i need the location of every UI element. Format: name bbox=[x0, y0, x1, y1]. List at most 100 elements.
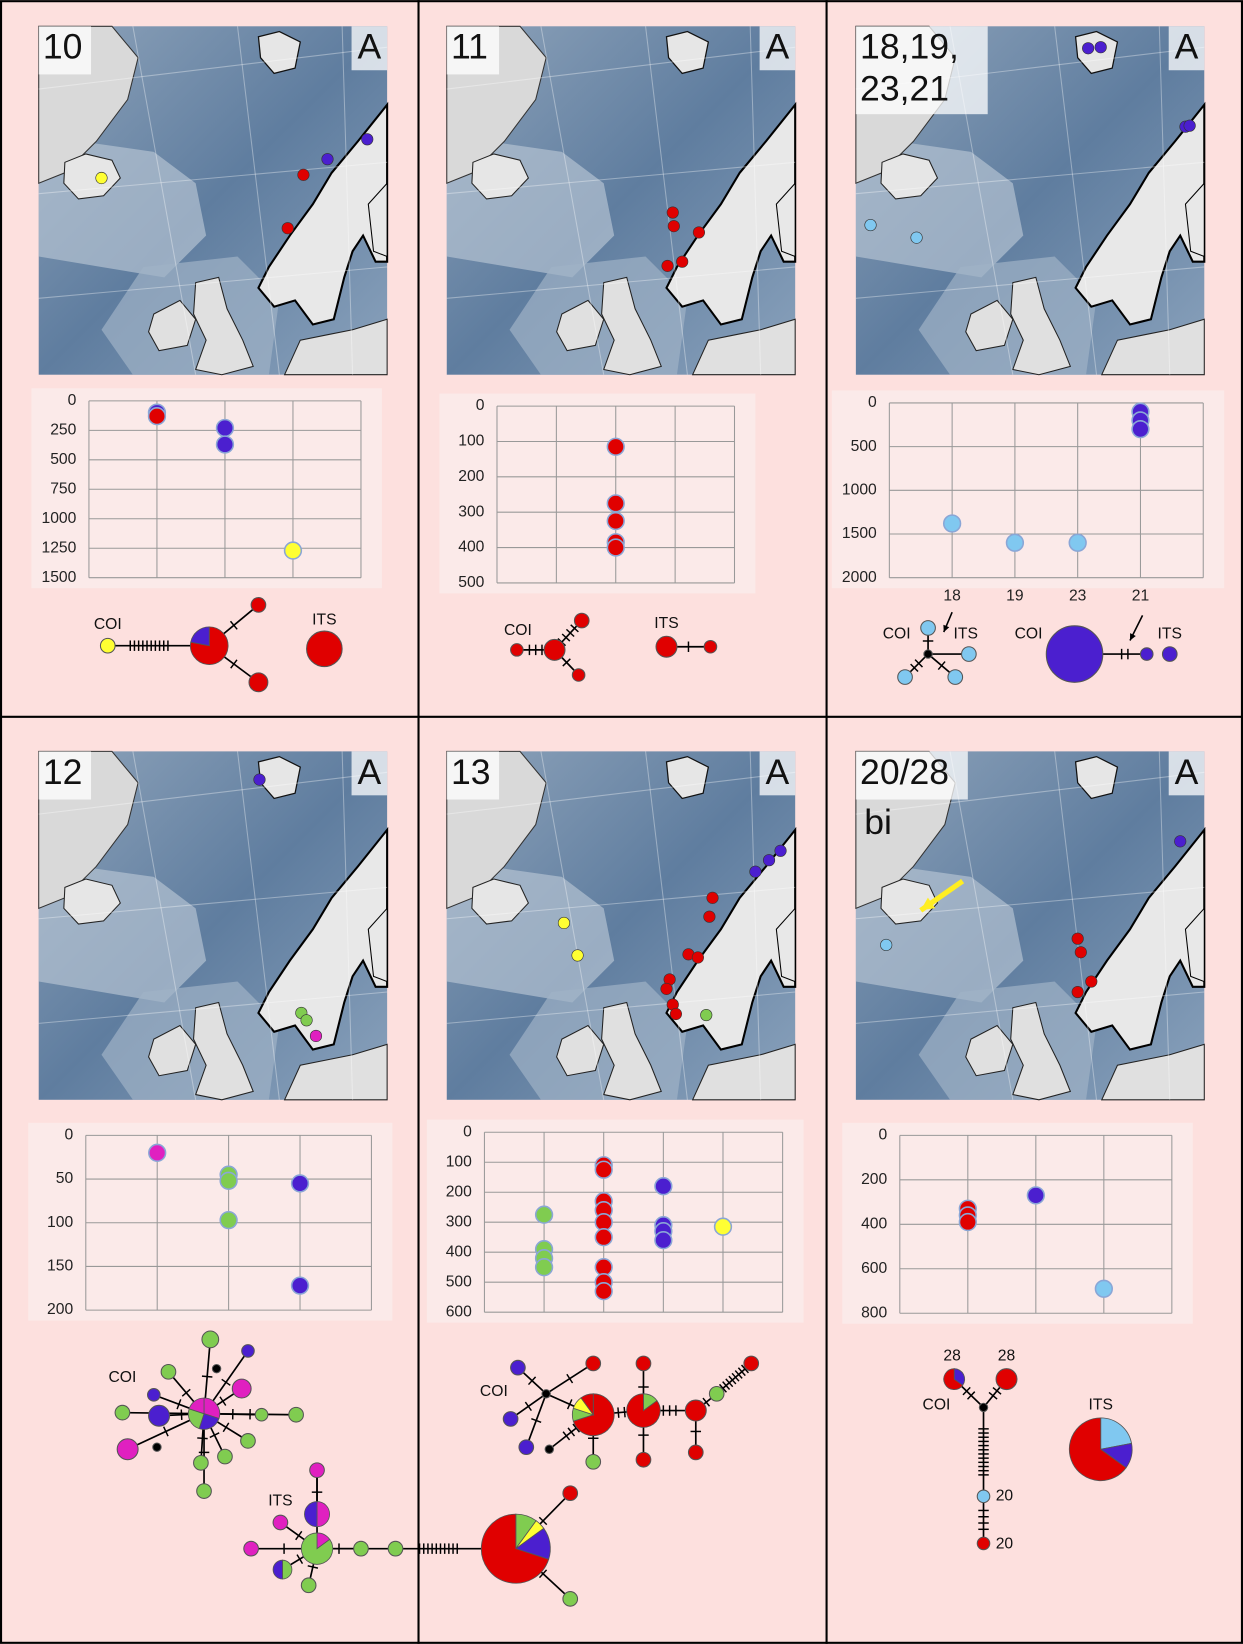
map-graticule bbox=[1054, 751, 1098, 1100]
map-graticule bbox=[855, 771, 1205, 815]
network-node bbox=[897, 669, 913, 685]
network-pie-slice bbox=[580, 1393, 594, 1417]
network-node bbox=[703, 639, 718, 654]
map-britain bbox=[193, 1001, 254, 1101]
map-graticule bbox=[749, 26, 762, 375]
network-node bbox=[152, 1442, 162, 1452]
map-sample bbox=[1082, 42, 1095, 55]
y-tick-label: 800 bbox=[861, 1304, 887, 1321]
network-hatch bbox=[181, 1388, 191, 1397]
map-sample bbox=[1183, 119, 1196, 132]
y-tick-label: 2000 bbox=[842, 569, 877, 586]
map bbox=[446, 750, 797, 1101]
network-hatch bbox=[725, 1378, 734, 1388]
network-node bbox=[541, 1389, 551, 1399]
network-node bbox=[1045, 625, 1104, 683]
y-tick-label: 400 bbox=[861, 1215, 887, 1232]
map-sample bbox=[700, 1008, 713, 1022]
network-pie-slice bbox=[1100, 1417, 1133, 1450]
network-hatch bbox=[722, 1381, 731, 1390]
map-europe bbox=[1100, 318, 1205, 376]
map-svalbard bbox=[665, 30, 710, 75]
network-node bbox=[309, 1462, 325, 1479]
network-node bbox=[272, 1514, 289, 1531]
network-label: COI bbox=[94, 616, 122, 633]
y-tick-label: 600 bbox=[446, 1303, 472, 1320]
map-graticule bbox=[132, 751, 197, 1100]
network-node bbox=[743, 1355, 760, 1372]
map-sample bbox=[666, 206, 679, 219]
y-tick-label: 250 bbox=[50, 421, 76, 438]
y-tick-label: 500 bbox=[851, 438, 877, 455]
network-node bbox=[99, 637, 116, 654]
network-label: ITS bbox=[312, 612, 336, 629]
network-node bbox=[231, 1378, 252, 1399]
arrow-head bbox=[943, 624, 950, 633]
map-sample bbox=[910, 231, 923, 244]
corner-label: A bbox=[357, 752, 381, 792]
map-graticule bbox=[446, 991, 796, 1024]
network-node bbox=[248, 672, 269, 693]
map-graticule bbox=[540, 751, 605, 1100]
map-ireland bbox=[965, 1024, 1014, 1077]
network-node bbox=[544, 1444, 555, 1454]
network-hatch bbox=[566, 1373, 574, 1384]
network-node bbox=[920, 620, 936, 636]
map-finland bbox=[775, 181, 796, 258]
network-label: ITS bbox=[654, 615, 678, 632]
panel-label: 11 bbox=[451, 27, 488, 67]
panel-label-box bbox=[38, 751, 92, 800]
map-graticule bbox=[341, 26, 354, 375]
map-sample bbox=[703, 910, 716, 923]
map-iceland bbox=[471, 878, 530, 925]
y-tick-label: 0 bbox=[868, 394, 877, 411]
map-scandinavia bbox=[257, 101, 389, 326]
panel-label-box bbox=[446, 751, 500, 800]
depth-point bbox=[606, 494, 625, 513]
y-tick-label: 1500 bbox=[41, 569, 76, 586]
map-sample bbox=[669, 1007, 682, 1021]
plot-background bbox=[842, 1122, 1193, 1324]
map-sample bbox=[774, 844, 787, 857]
network-node bbox=[300, 1577, 317, 1594]
network-pie-slice bbox=[272, 1559, 283, 1580]
x-tick-label: 23 bbox=[1069, 588, 1087, 605]
y-tick-label: 1500 bbox=[842, 525, 877, 542]
depth-point bbox=[942, 514, 962, 533]
network-pie-slice bbox=[480, 1513, 550, 1584]
map-sample bbox=[692, 226, 705, 239]
plot-background bbox=[28, 1122, 393, 1321]
depth-point bbox=[534, 1205, 554, 1224]
corner-box bbox=[759, 26, 796, 71]
network-node bbox=[708, 1385, 725, 1402]
network-node bbox=[562, 1485, 579, 1502]
map-sample bbox=[309, 1029, 323, 1043]
map-finland bbox=[1184, 181, 1205, 258]
map-sample bbox=[1071, 932, 1084, 945]
y-tick-label: 0 bbox=[68, 392, 77, 409]
network-hatch bbox=[201, 1375, 213, 1378]
y-tick-label: 1250 bbox=[41, 539, 76, 556]
y-tick-label: 400 bbox=[458, 539, 484, 556]
network-hatch bbox=[737, 1367, 746, 1377]
map-finland bbox=[1184, 906, 1205, 983]
network-hatch bbox=[910, 663, 919, 673]
map-graticule bbox=[236, 26, 280, 375]
map-scandinavia bbox=[257, 826, 389, 1051]
map-graticule bbox=[38, 886, 388, 920]
map-sample bbox=[1074, 946, 1087, 959]
y-tick-label: 200 bbox=[47, 1301, 73, 1318]
extra-label: bi bbox=[864, 802, 892, 842]
map-sample bbox=[660, 982, 673, 995]
map-sample bbox=[297, 168, 310, 181]
map-sample bbox=[749, 865, 762, 878]
network-node bbox=[160, 1363, 177, 1380]
corner-label: A bbox=[1175, 752, 1199, 792]
network-pie-slice bbox=[190, 626, 210, 647]
network-hatch bbox=[937, 661, 946, 671]
y-tick-label: 0 bbox=[476, 397, 485, 414]
plot-background bbox=[426, 1119, 804, 1323]
network-hatch bbox=[538, 1516, 548, 1526]
y-tick-label: 600 bbox=[861, 1260, 887, 1277]
map-sample bbox=[762, 854, 776, 867]
